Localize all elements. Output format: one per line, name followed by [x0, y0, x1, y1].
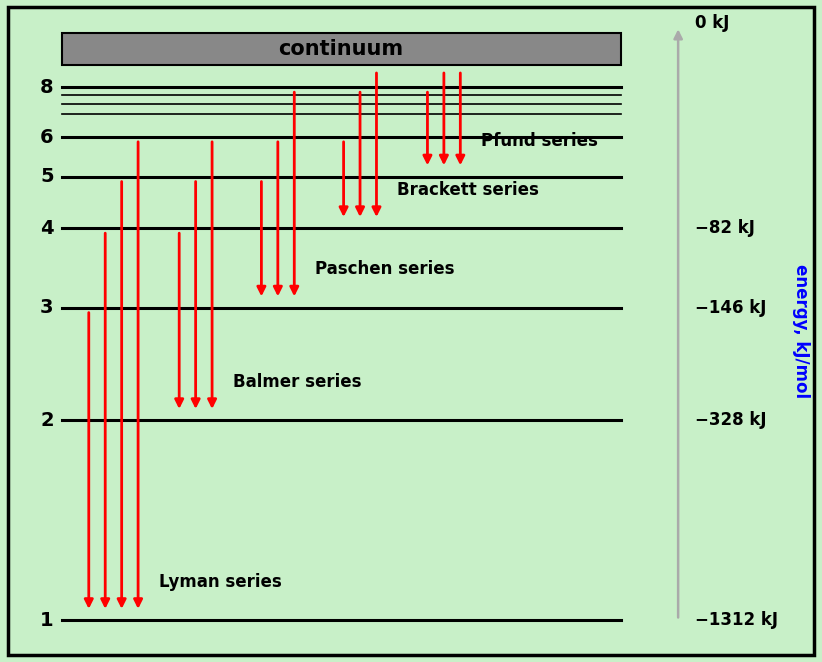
Text: 4: 4 — [40, 219, 53, 238]
Text: 3: 3 — [40, 299, 53, 317]
Text: energy, kJ/mol: energy, kJ/mol — [792, 264, 810, 398]
Text: Pfund series: Pfund series — [481, 132, 598, 150]
Text: Paschen series: Paschen series — [315, 260, 455, 278]
Text: 6: 6 — [40, 128, 53, 146]
Text: −328 kJ: −328 kJ — [695, 411, 766, 430]
Text: Brackett series: Brackett series — [397, 181, 539, 199]
Text: Balmer series: Balmer series — [233, 373, 361, 391]
Bar — [62, 33, 621, 65]
Text: 5: 5 — [40, 167, 53, 186]
Text: −82 kJ: −82 kJ — [695, 219, 755, 238]
Text: 2: 2 — [40, 411, 53, 430]
Text: −146 kJ: −146 kJ — [695, 299, 766, 317]
Text: −1312 kJ: −1312 kJ — [695, 611, 778, 630]
Text: continuum: continuum — [279, 39, 404, 59]
Text: 0 kJ: 0 kJ — [695, 14, 729, 32]
Text: 8: 8 — [40, 78, 53, 97]
Text: Lyman series: Lyman series — [159, 573, 281, 591]
Text: 1: 1 — [40, 611, 53, 630]
